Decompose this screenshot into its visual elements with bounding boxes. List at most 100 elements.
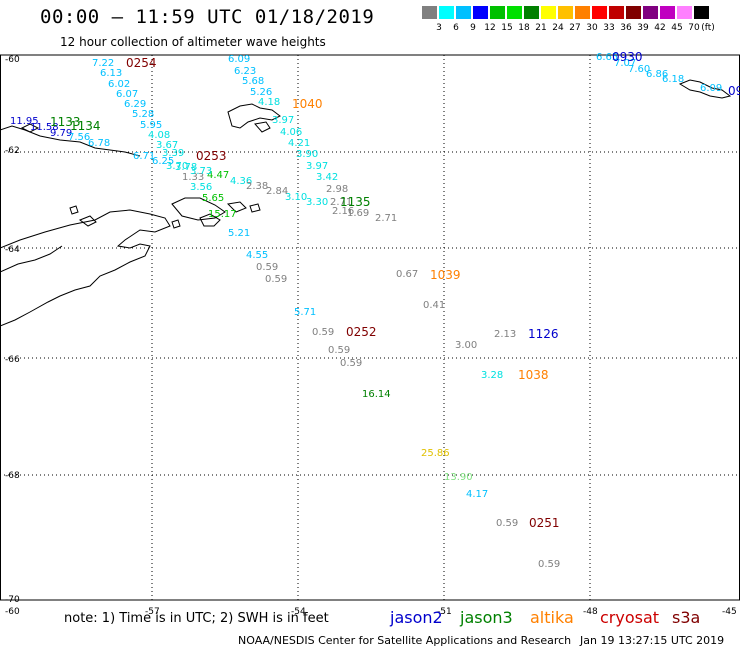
- lon-label-54: -54: [291, 607, 306, 617]
- legend-swatch: [456, 6, 472, 19]
- swh-value-label: 6.09: [228, 54, 250, 65]
- swh-value-label: 0.59: [340, 358, 362, 369]
- swh-value-label: 3.56: [190, 182, 212, 193]
- legend-swatch: [694, 6, 710, 19]
- graticule: [0, 55, 740, 600]
- swh-value-label: 6.23: [234, 66, 256, 77]
- swh-value-label: 1.69: [347, 208, 369, 219]
- island-south-georgia: [678, 79, 732, 99]
- legend-tick-label: 6: [453, 23, 459, 33]
- lat-label-70: -70: [5, 595, 20, 605]
- swh-value-label: 3.90: [296, 149, 318, 160]
- swh-value-label: 3.00: [455, 340, 477, 351]
- map-title: 00:00 – 11:59 UTC 01/18/2019: [40, 6, 375, 28]
- legend-tick-label: 21: [535, 23, 547, 33]
- swh-value-label: 6.71: [133, 151, 155, 162]
- swh-value-label: 4.55: [246, 250, 268, 261]
- track-time-label: 1135: [340, 195, 371, 209]
- swh-value-label: 5.28: [132, 109, 154, 120]
- legend-tick-label: 70: [688, 23, 700, 33]
- legend-swatch: [626, 6, 642, 19]
- island-small-1: [171, 219, 181, 229]
- track-time-label: 0252: [346, 325, 377, 339]
- lat-label-66: -66: [5, 355, 20, 365]
- swh-value-label: 3.28: [481, 370, 503, 381]
- swh-value-label: 5.68: [242, 76, 264, 87]
- swh-value-label: 5.65: [202, 193, 224, 204]
- swh-value-label: 6.29: [124, 99, 146, 110]
- swh-value-label: 3.97: [306, 161, 328, 172]
- island-south-shetland-1: [171, 197, 226, 221]
- island-south-georgia-east: [227, 103, 281, 129]
- swh-value-label: 5.95: [140, 120, 162, 131]
- satellite-s3a: s3a: [672, 608, 701, 627]
- island-south-shetland-4: [249, 203, 261, 213]
- swh-value-label: 2.71: [375, 213, 397, 224]
- satellite-cryosat: cryosat: [600, 608, 660, 627]
- swh-value-label: 5.21: [228, 228, 250, 239]
- swh-value-label: 4.06: [280, 127, 302, 138]
- track-time-label: 1039: [430, 268, 461, 282]
- legend-swatch: [643, 6, 659, 19]
- swh-value-label: 3.97: [272, 115, 294, 126]
- lon-label-45: -45: [722, 607, 737, 617]
- swh-value-label: 0.59: [538, 559, 560, 570]
- lon-label-48: -48: [583, 607, 598, 617]
- legend-swatch: [660, 6, 676, 19]
- lat-label-68: -68: [5, 471, 20, 481]
- swh-value-label: 25.86: [421, 448, 450, 459]
- legend-tick-label: 24: [552, 23, 564, 33]
- land-masses: [0, 79, 732, 327]
- legend-tick-label: 33: [603, 23, 615, 33]
- island-south-georgia-east-2: [254, 121, 271, 133]
- footer-credit: NOAA/NESDIS Center for Satellite Applica…: [238, 634, 572, 647]
- lon-label-51: -51: [437, 607, 452, 617]
- swh-value-label: 3.78: [175, 162, 197, 173]
- swh-value-label: 0.59: [328, 345, 350, 356]
- legend-tick-label: 12: [484, 23, 496, 33]
- swh-value-label: 2.38: [246, 181, 268, 192]
- swh-value-label: 3.70: [166, 161, 188, 172]
- swh-value-label: 3.73: [190, 166, 212, 177]
- legend-tick-label: 18: [518, 23, 530, 33]
- legend-swatch: [558, 6, 574, 19]
- swh-value-label: 6.86: [646, 69, 668, 80]
- swh-value-label: 0.59: [496, 518, 518, 529]
- legend-tick-label: 36: [620, 23, 632, 33]
- track-time-label: 1038: [518, 368, 549, 382]
- swh-value-label: 0.59: [312, 327, 334, 338]
- legend-tick-label: 15: [501, 23, 513, 33]
- swh-value-label: 0.59: [256, 262, 278, 273]
- track-time-label: 09: [728, 84, 740, 98]
- swh-value-label: 0.41: [423, 300, 445, 311]
- lat-label-64: -64: [5, 245, 20, 255]
- legend-swatch: [575, 6, 591, 19]
- swh-value-label: 6.13: [100, 68, 122, 79]
- swh-value-label: 2.13: [494, 329, 516, 340]
- coastline-inner: [0, 245, 63, 273]
- swh-value-label: 1.33: [182, 172, 204, 183]
- track-time-label: 1134: [70, 119, 101, 133]
- swh-value-label: 4.08: [148, 130, 170, 141]
- swh-value-label: 7.22: [92, 58, 114, 69]
- satellite-jason2: jason2: [390, 608, 443, 627]
- swh-value-label: 6.25: [152, 156, 174, 167]
- swh-value-label: 7.60: [628, 64, 650, 75]
- swh-value-label: 2.84: [266, 186, 288, 197]
- swh-value-label: 9.79: [50, 128, 72, 139]
- swh-value-label: 6.65: [596, 52, 618, 63]
- swh-value-label: 3.42: [316, 172, 338, 183]
- legend-swatch: [677, 6, 693, 19]
- swh-value-label: 5.71: [294, 307, 316, 318]
- legend-tick-label: 30: [586, 23, 598, 33]
- legend-tick-label: 42: [654, 23, 666, 33]
- island-south-orkney-small: [69, 205, 79, 215]
- legend-swatch: [507, 6, 523, 19]
- island-south-shetland-3: [226, 201, 247, 213]
- swh-value-label: 3.39: [162, 148, 184, 159]
- swh-value-label: 13.90: [444, 472, 473, 483]
- track-time-label: 0251: [529, 516, 560, 530]
